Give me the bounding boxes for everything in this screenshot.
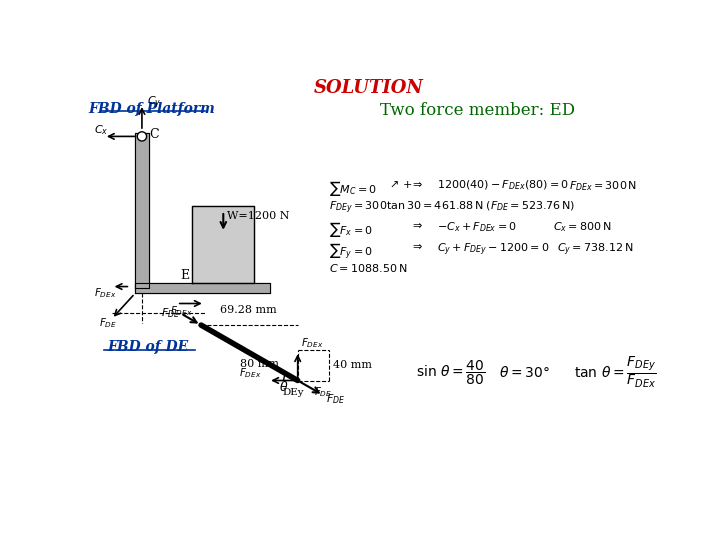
Text: $F_{DEx}$: $F_{DEx}$ (170, 305, 192, 318)
Text: FBD of Platform: FBD of Platform (89, 102, 215, 116)
Text: $C_y$: $C_y$ (148, 94, 162, 111)
Text: $\theta$: $\theta$ (279, 380, 289, 394)
Text: $-C_x+F_{DEx}=0$: $-C_x+F_{DEx}=0$ (437, 220, 517, 234)
Text: $F_{DE}$: $F_{DE}$ (325, 392, 345, 406)
Text: Two force member: ED: Two force member: ED (380, 102, 575, 119)
Text: $\sum M_C = 0$: $\sum M_C = 0$ (329, 179, 377, 198)
Text: $C_x=800\,\mathrm{N}$: $C_x=800\,\mathrm{N}$ (554, 220, 612, 234)
Text: $\Rightarrow$: $\Rightarrow$ (410, 179, 423, 189)
Text: $F_{DEx}$: $F_{DEx}$ (239, 366, 261, 380)
Text: $C_x$: $C_x$ (94, 123, 108, 137)
Text: C: C (149, 129, 158, 141)
Text: $\tan\,\theta = \dfrac{F_{DEy}}{F_{DEx}}$: $\tan\,\theta = \dfrac{F_{DEy}}{F_{DEx}}… (575, 355, 657, 390)
Text: SOLUTION: SOLUTION (314, 79, 424, 97)
Text: FBD of DE: FBD of DE (107, 340, 189, 354)
Text: $C_y=738.12\,\mathrm{N}$: $C_y=738.12\,\mathrm{N}$ (557, 241, 634, 258)
Text: $C_y+F_{DEy}-1200=0$: $C_y+F_{DEy}-1200=0$ (437, 241, 549, 258)
Circle shape (138, 132, 147, 141)
Text: $F_{DE}$: $F_{DE}$ (161, 307, 180, 320)
Text: $\theta = 30°$: $\theta = 30°$ (499, 365, 550, 380)
Text: DEy: DEy (282, 388, 304, 396)
Text: $\Rightarrow$: $\Rightarrow$ (410, 220, 423, 231)
Text: $F_{DE}$: $F_{DE}$ (314, 385, 332, 399)
Text: 80 mm: 80 mm (240, 359, 279, 369)
Text: E: E (180, 268, 189, 281)
Text: $F_{DEx}$: $F_{DEx}$ (94, 287, 117, 300)
Text: $1200(40)-F_{DEx}(80)=0$: $1200(40)-F_{DEx}(80)=0$ (437, 179, 569, 192)
Text: $\Rightarrow$: $\Rightarrow$ (410, 241, 423, 251)
Text: $\sin\,\theta = \dfrac{40}{80}$: $\sin\,\theta = \dfrac{40}{80}$ (415, 359, 485, 387)
Text: $F_{DEx}=300\,\mathrm{N}$: $F_{DEx}=300\,\mathrm{N}$ (569, 179, 637, 193)
Text: $C=1088.50\,\mathrm{N}$: $C=1088.50\,\mathrm{N}$ (329, 262, 408, 274)
Text: $F_{DE}$: $F_{DE}$ (99, 316, 117, 330)
Text: $F_{DEy}=300\tan30=461.88\,\mathrm{N}\;(F_{DE}=523.76\,\mathrm{N})$: $F_{DEy}=300\tan30=461.88\,\mathrm{N}\;(… (329, 200, 575, 216)
Text: W=1200 N: W=1200 N (228, 211, 289, 221)
Text: 69.28 mm: 69.28 mm (220, 305, 277, 315)
Text: $\nearrow +$: $\nearrow +$ (387, 179, 413, 190)
Text: 40 mm: 40 mm (333, 360, 372, 370)
Text: $\sum F_x = 0$: $\sum F_x = 0$ (329, 220, 372, 239)
Text: $F_{DEx}$: $F_{DEx}$ (301, 336, 323, 350)
Text: $\sum F_y = 0$: $\sum F_y = 0$ (329, 241, 372, 261)
